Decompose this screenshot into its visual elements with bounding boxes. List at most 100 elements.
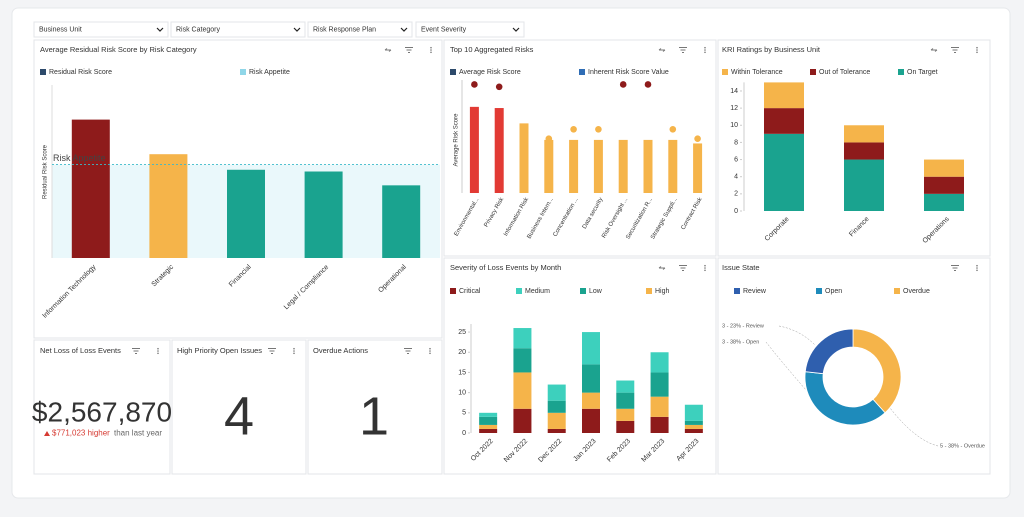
point [471, 81, 478, 88]
menu-icon [976, 264, 978, 267]
bar-segment [582, 392, 600, 409]
kpi-change-note: than last year [114, 429, 162, 438]
point [495, 83, 503, 91]
bar [469, 106, 479, 193]
y-tick-label: 5 [462, 410, 466, 417]
bar [149, 154, 188, 258]
y-tick-label: 2 [734, 191, 738, 198]
legend-label: Average Risk Score [459, 69, 521, 76]
filter-icon [951, 265, 959, 271]
y-tick-label: 0 [734, 208, 738, 215]
legend-label: Residual Risk Score [49, 69, 112, 76]
bar-segment [479, 412, 498, 417]
menu-icon [976, 46, 978, 49]
kpi-change: $771,023 higher [52, 429, 110, 438]
data-label: 5 - 38% - Overdue [940, 443, 985, 449]
expand-icon [658, 48, 666, 52]
legend-swatch [516, 288, 522, 294]
filter-icon [951, 47, 959, 53]
bar-segment [479, 424, 498, 429]
panel [33, 339, 171, 475]
menu-icon [157, 350, 159, 352]
menu-icon [157, 352, 159, 355]
bar [544, 139, 554, 193]
kpi-value: 4 [224, 386, 254, 446]
filter-dropdown[interactable] [415, 21, 525, 38]
filter-label: Risk Response Plan [313, 26, 376, 33]
panel-title: Issue State [722, 263, 760, 272]
menu-icon [704, 49, 706, 51]
chevron-icon [293, 27, 301, 32]
chevron-icon [400, 27, 408, 32]
kpi-value: $2,567,870 [32, 396, 172, 427]
chevron-icon [156, 27, 164, 32]
y-tick-label: 12 [730, 105, 738, 112]
bar-segment [844, 142, 884, 160]
bar-segment [616, 380, 635, 393]
menu-icon [704, 269, 706, 272]
y-axis-label: Average Risk Score [454, 113, 460, 167]
filter-dropdown[interactable] [33, 21, 169, 38]
bar-segment [924, 159, 964, 177]
legend-swatch [450, 288, 456, 294]
panel-title: Severity of Loss Events by Month [450, 263, 561, 272]
filter-icon [132, 348, 140, 354]
y-tick-label: 6 [734, 156, 738, 163]
legend-label: Critical [459, 288, 481, 295]
filter-dropdown[interactable] [307, 21, 413, 38]
bar-segment [479, 428, 498, 433]
panel-title: Top 10 Aggregated Risks [450, 45, 534, 54]
menu-icon [429, 350, 431, 352]
y-tick-label: 10 [458, 389, 466, 396]
bar-segment [764, 133, 804, 211]
filter-icon [679, 265, 687, 271]
bar-segment [616, 408, 635, 421]
point [570, 125, 577, 133]
point [619, 81, 627, 88]
bar-segment [650, 352, 669, 373]
legend-label: On Target [907, 69, 938, 76]
legend-swatch [646, 288, 652, 294]
menu-icon [293, 352, 295, 355]
filter-dropdown[interactable] [170, 21, 306, 38]
legend-swatch [734, 288, 740, 294]
bar-segment [924, 176, 964, 194]
y-tick-label: 8 [734, 139, 738, 146]
y-tick-label: 4 [734, 174, 738, 181]
annotation: Risk Appetite [53, 153, 106, 163]
panel-title: Net Loss of Loss Events [40, 346, 121, 355]
bar-segment [547, 400, 566, 413]
panel [307, 339, 443, 475]
menu-icon [430, 51, 432, 54]
point [545, 135, 553, 143]
bar-segment [764, 108, 804, 134]
menu-icon [429, 352, 431, 355]
bar-segment [513, 348, 532, 373]
legend-label: Out of Tolerance [819, 69, 870, 76]
bar-segment [513, 328, 532, 349]
up-arrow-icon [44, 431, 50, 436]
point [669, 125, 677, 133]
y-tick-label: 25 [458, 329, 466, 336]
menu-icon [430, 49, 432, 51]
legend-swatch [810, 69, 816, 75]
bar-segment [479, 416, 498, 425]
legend-swatch [579, 69, 585, 75]
bar [227, 169, 265, 258]
menu-icon [293, 347, 295, 350]
panel-title: KRI Ratings by Business Unit [722, 45, 821, 54]
legend-swatch [898, 69, 904, 75]
panel-title: High Priority Open Issues [177, 346, 262, 355]
legend-label: Review [743, 288, 767, 295]
bar [643, 139, 653, 193]
bar-segment [547, 412, 566, 429]
menu-icon [430, 46, 432, 49]
bar-segment [547, 384, 566, 401]
bar [304, 171, 343, 258]
legend-swatch [40, 69, 46, 75]
donut-slice [852, 328, 902, 414]
menu-icon [157, 347, 159, 350]
bar [494, 108, 504, 193]
legend-label: Open [825, 288, 842, 295]
legend-label: High [655, 288, 670, 295]
